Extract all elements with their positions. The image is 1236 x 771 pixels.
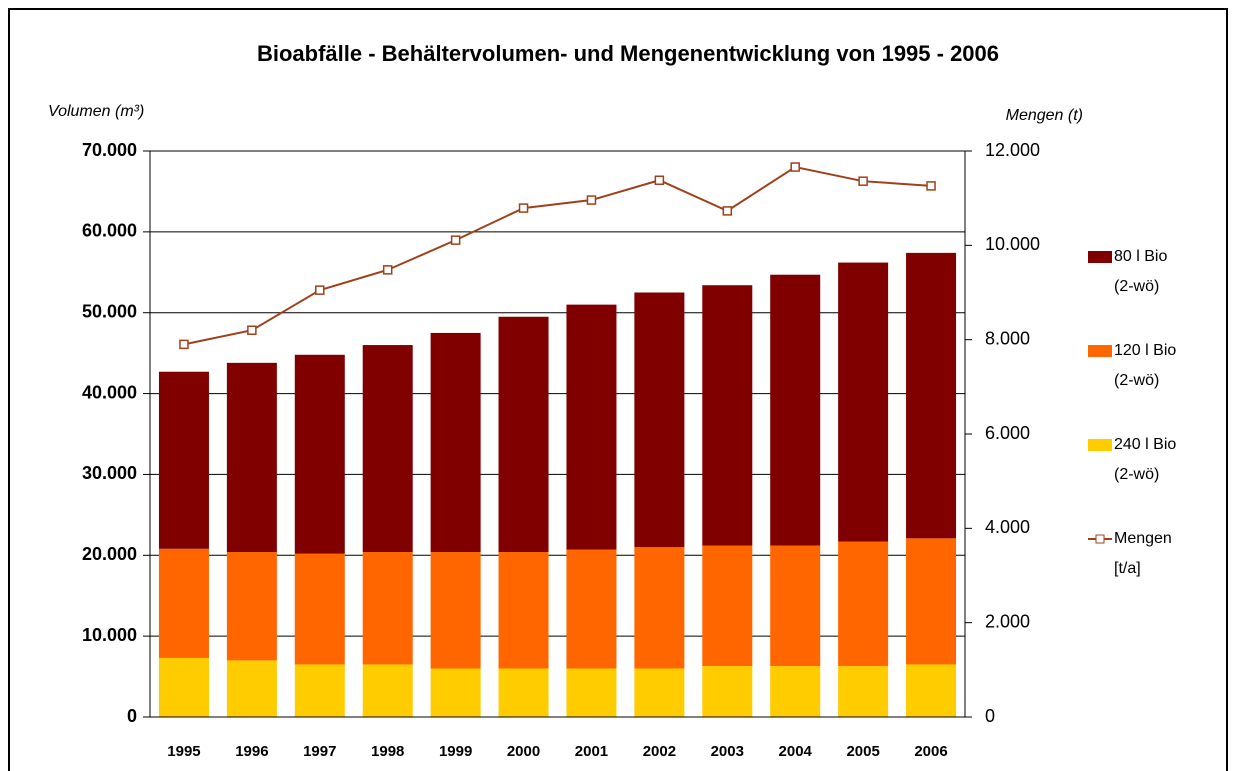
bar-segment [702, 545, 753, 667]
bar-segment [770, 274, 821, 546]
line-marker [586, 195, 597, 205]
y2-tick-label: 10.000 [985, 234, 1040, 254]
bar-segment [498, 552, 549, 669]
bar-segment [294, 664, 345, 717]
bar-segment [294, 354, 345, 554]
bar-segment [634, 292, 685, 548]
bar-segment [158, 371, 209, 549]
bar-segment [294, 553, 345, 665]
y2-tick-label: 6.000 [985, 423, 1030, 443]
bar-segment [702, 666, 753, 717]
y-tick-label: 20.000 [82, 544, 137, 564]
y2-tick-label: 12.000 [985, 140, 1040, 160]
chart-title: Bioabfälle - Behältervolumen- und Mengen… [257, 41, 999, 66]
x-tick-label: 2002 [643, 743, 676, 760]
y-tick-label: 50.000 [82, 301, 137, 321]
x-tick-label: 1996 [235, 743, 268, 760]
bar-segment [362, 664, 413, 717]
x-tick-label: 2004 [779, 743, 813, 760]
legend-label: Mengen [t/a] [1114, 530, 1172, 577]
x-tick-label: 1995 [167, 743, 200, 760]
y2-tick-label: 8.000 [985, 328, 1030, 348]
bar-segment [226, 660, 277, 717]
y-tick-label: 40.000 [82, 382, 137, 402]
line-series [183, 165, 932, 346]
bar-segment [906, 252, 957, 539]
legend-label: 240 l Bio (2-wö) [1114, 436, 1177, 483]
x-tick-label: 1997 [303, 743, 336, 760]
y-tick-label: 70.000 [82, 140, 137, 160]
line-marker [518, 203, 529, 213]
bar-segment [906, 664, 957, 717]
bar-segment [158, 657, 209, 717]
legend-label: 80 l Bio (2-wö) [1114, 248, 1168, 295]
bar-segment [566, 668, 617, 717]
line-marker [315, 285, 325, 295]
bar-segment [430, 552, 481, 669]
y2-axis-label: Mengen (t) [1006, 107, 1083, 124]
legend-marker [1095, 534, 1105, 544]
bar-segment [498, 668, 549, 717]
bar-segment [566, 549, 617, 669]
bar-segment [838, 541, 889, 667]
x-tick-label: 2006 [914, 743, 947, 760]
line-marker [179, 339, 189, 350]
bar-segment [158, 548, 209, 658]
y-tick-label: 10.000 [82, 625, 137, 645]
x-tick-label: 2003 [711, 743, 744, 760]
x-tick-label: 2005 [846, 743, 879, 760]
bar-segment [770, 545, 821, 667]
bar-segment [770, 666, 821, 717]
bar-segment [634, 668, 685, 717]
legend-swatch [1088, 345, 1112, 357]
bar-segment [226, 552, 277, 661]
bar-segment [838, 262, 889, 542]
x-tick-label: 2001 [575, 743, 608, 760]
line-marker [450, 235, 461, 245]
y-tick-label: 30.000 [82, 463, 137, 483]
line-marker [722, 206, 733, 216]
x-tick-label: 1999 [439, 743, 472, 760]
bar-segment [430, 332, 481, 553]
bar-segment [906, 538, 957, 665]
bar-segment [430, 668, 481, 717]
line-marker [247, 325, 257, 335]
line-marker [382, 265, 393, 275]
legend-swatch [1088, 251, 1112, 263]
line-marker [926, 181, 936, 191]
bar-segment [226, 362, 277, 553]
bar-segment [566, 304, 617, 550]
line-marker [654, 175, 665, 185]
line-marker [790, 162, 800, 172]
chart-frame [8, 8, 1228, 771]
legend-swatch [1088, 439, 1112, 451]
y2-tick-label: 2.000 [985, 611, 1030, 631]
bar-segment [702, 285, 753, 546]
bar-segment [362, 552, 413, 665]
y-tick-label: 0 [127, 706, 137, 726]
bar-segment [634, 547, 685, 669]
bar-segment [362, 345, 413, 553]
line-marker [858, 176, 868, 186]
y2-tick-label: 0 [985, 706, 995, 726]
x-tick-label: 1998 [371, 743, 404, 760]
x-tick-label: 2000 [507, 743, 540, 760]
legend-label: 120 l Bio (2-wö) [1114, 342, 1177, 389]
bar-segment [498, 316, 549, 553]
y2-tick-label: 4.000 [985, 517, 1030, 537]
y-axis-label: Volumen (m³) [48, 103, 144, 120]
bar-segment [838, 666, 889, 717]
y-tick-label: 60.000 [82, 221, 137, 241]
